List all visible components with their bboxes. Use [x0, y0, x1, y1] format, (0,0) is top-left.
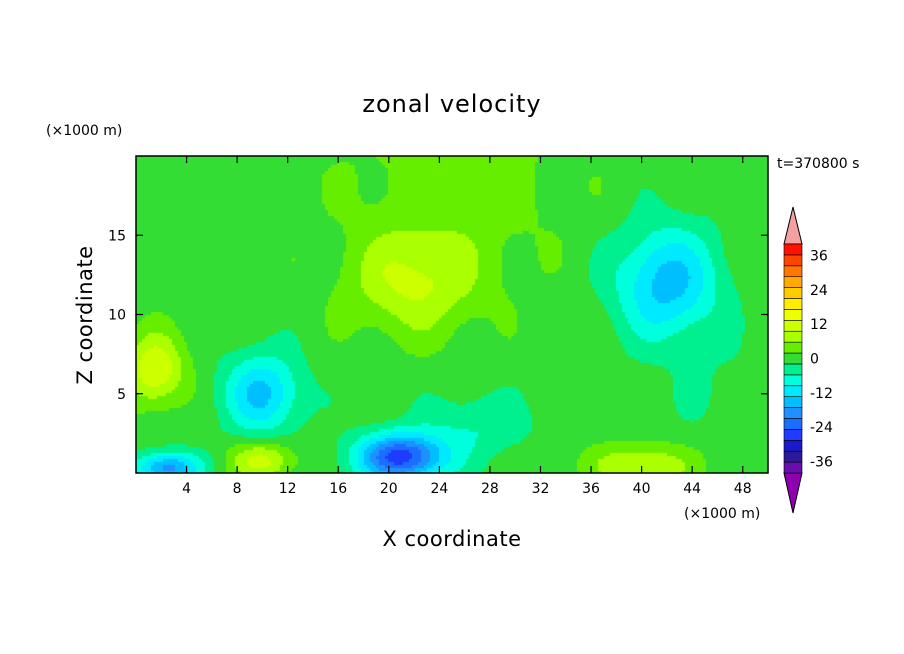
colorbar-segment: [783, 352, 803, 365]
y-tick-label: 5: [117, 387, 126, 403]
colorbar-segment: [783, 298, 803, 310]
x-axis: 4 8 12 16 20 24 28 32 36 40 44 48: [182, 156, 752, 497]
colorbar-segment: [783, 309, 803, 321]
colorbar-segment: [783, 439, 803, 452]
colorbar-tick-label: -24: [810, 420, 833, 436]
time-label: t=370800 s: [777, 156, 859, 172]
chart-title: zonal velocity: [362, 90, 541, 118]
colorbar-segment: [783, 418, 803, 430]
x-tick-label: 24: [430, 481, 448, 497]
x-tick-label: 16: [329, 481, 347, 497]
colorbar-tick-label: -12: [810, 386, 833, 402]
colorbar-segment: [783, 461, 803, 474]
x-tick-label: 40: [633, 481, 651, 497]
x-tick-label: 32: [532, 481, 550, 497]
colorbar-segment: [783, 363, 803, 376]
x-unit-label: (×1000 m): [684, 506, 760, 522]
colorbar: 36 24 12 0 -12 -24 -36: [783, 206, 833, 514]
colorbar-segment: [783, 429, 803, 441]
colorbar-segment: [783, 374, 803, 387]
colorbar-tick-label: 24: [810, 283, 828, 299]
colorbar-segment: [783, 287, 803, 299]
colorbar-segment: [783, 276, 803, 288]
colorbar-segment: [783, 243, 803, 256]
plot-area: [135, 155, 769, 474]
colorbar-segment: [783, 385, 803, 397]
y-axis-label: Z coordinate: [73, 245, 97, 384]
x-tick-label: 44: [683, 481, 701, 497]
colorbar-tick-label: 12: [810, 317, 828, 333]
x-axis-label: X coordinate: [382, 527, 521, 551]
colorbar-segment: [783, 330, 803, 343]
colorbar-under-triangle: [783, 472, 803, 514]
colorbar-segment: [783, 320, 803, 332]
x-tick-label: 48: [734, 481, 752, 497]
colorbar-tick-label: 36: [810, 248, 828, 264]
x-tick-label: 12: [279, 481, 297, 497]
heatmap-field: [136, 156, 768, 473]
x-tick-label: 28: [481, 481, 499, 497]
y-axis: 5 10 15: [108, 228, 768, 403]
colorbar-over-triangle: [783, 206, 803, 245]
colorbar-segment: [783, 341, 803, 354]
x-tick-label: 4: [182, 481, 191, 497]
colorbar-segment: [783, 265, 803, 278]
colorbar-segment: [783, 450, 803, 463]
y-unit-label: (×1000 m): [46, 123, 122, 139]
colorbar-tick-label: -36: [810, 455, 833, 471]
colorbar-segment: [783, 254, 803, 267]
x-tick-label: 20: [380, 481, 398, 497]
colorbar-segment: [783, 407, 803, 419]
y-tick-label: 15: [108, 228, 126, 244]
colorbar-tick-label: 0: [810, 352, 819, 368]
x-tick-label: 36: [582, 481, 600, 497]
y-tick-label: 10: [108, 308, 126, 324]
colorbar-segment: [783, 396, 803, 408]
x-tick-label: 8: [233, 481, 242, 497]
